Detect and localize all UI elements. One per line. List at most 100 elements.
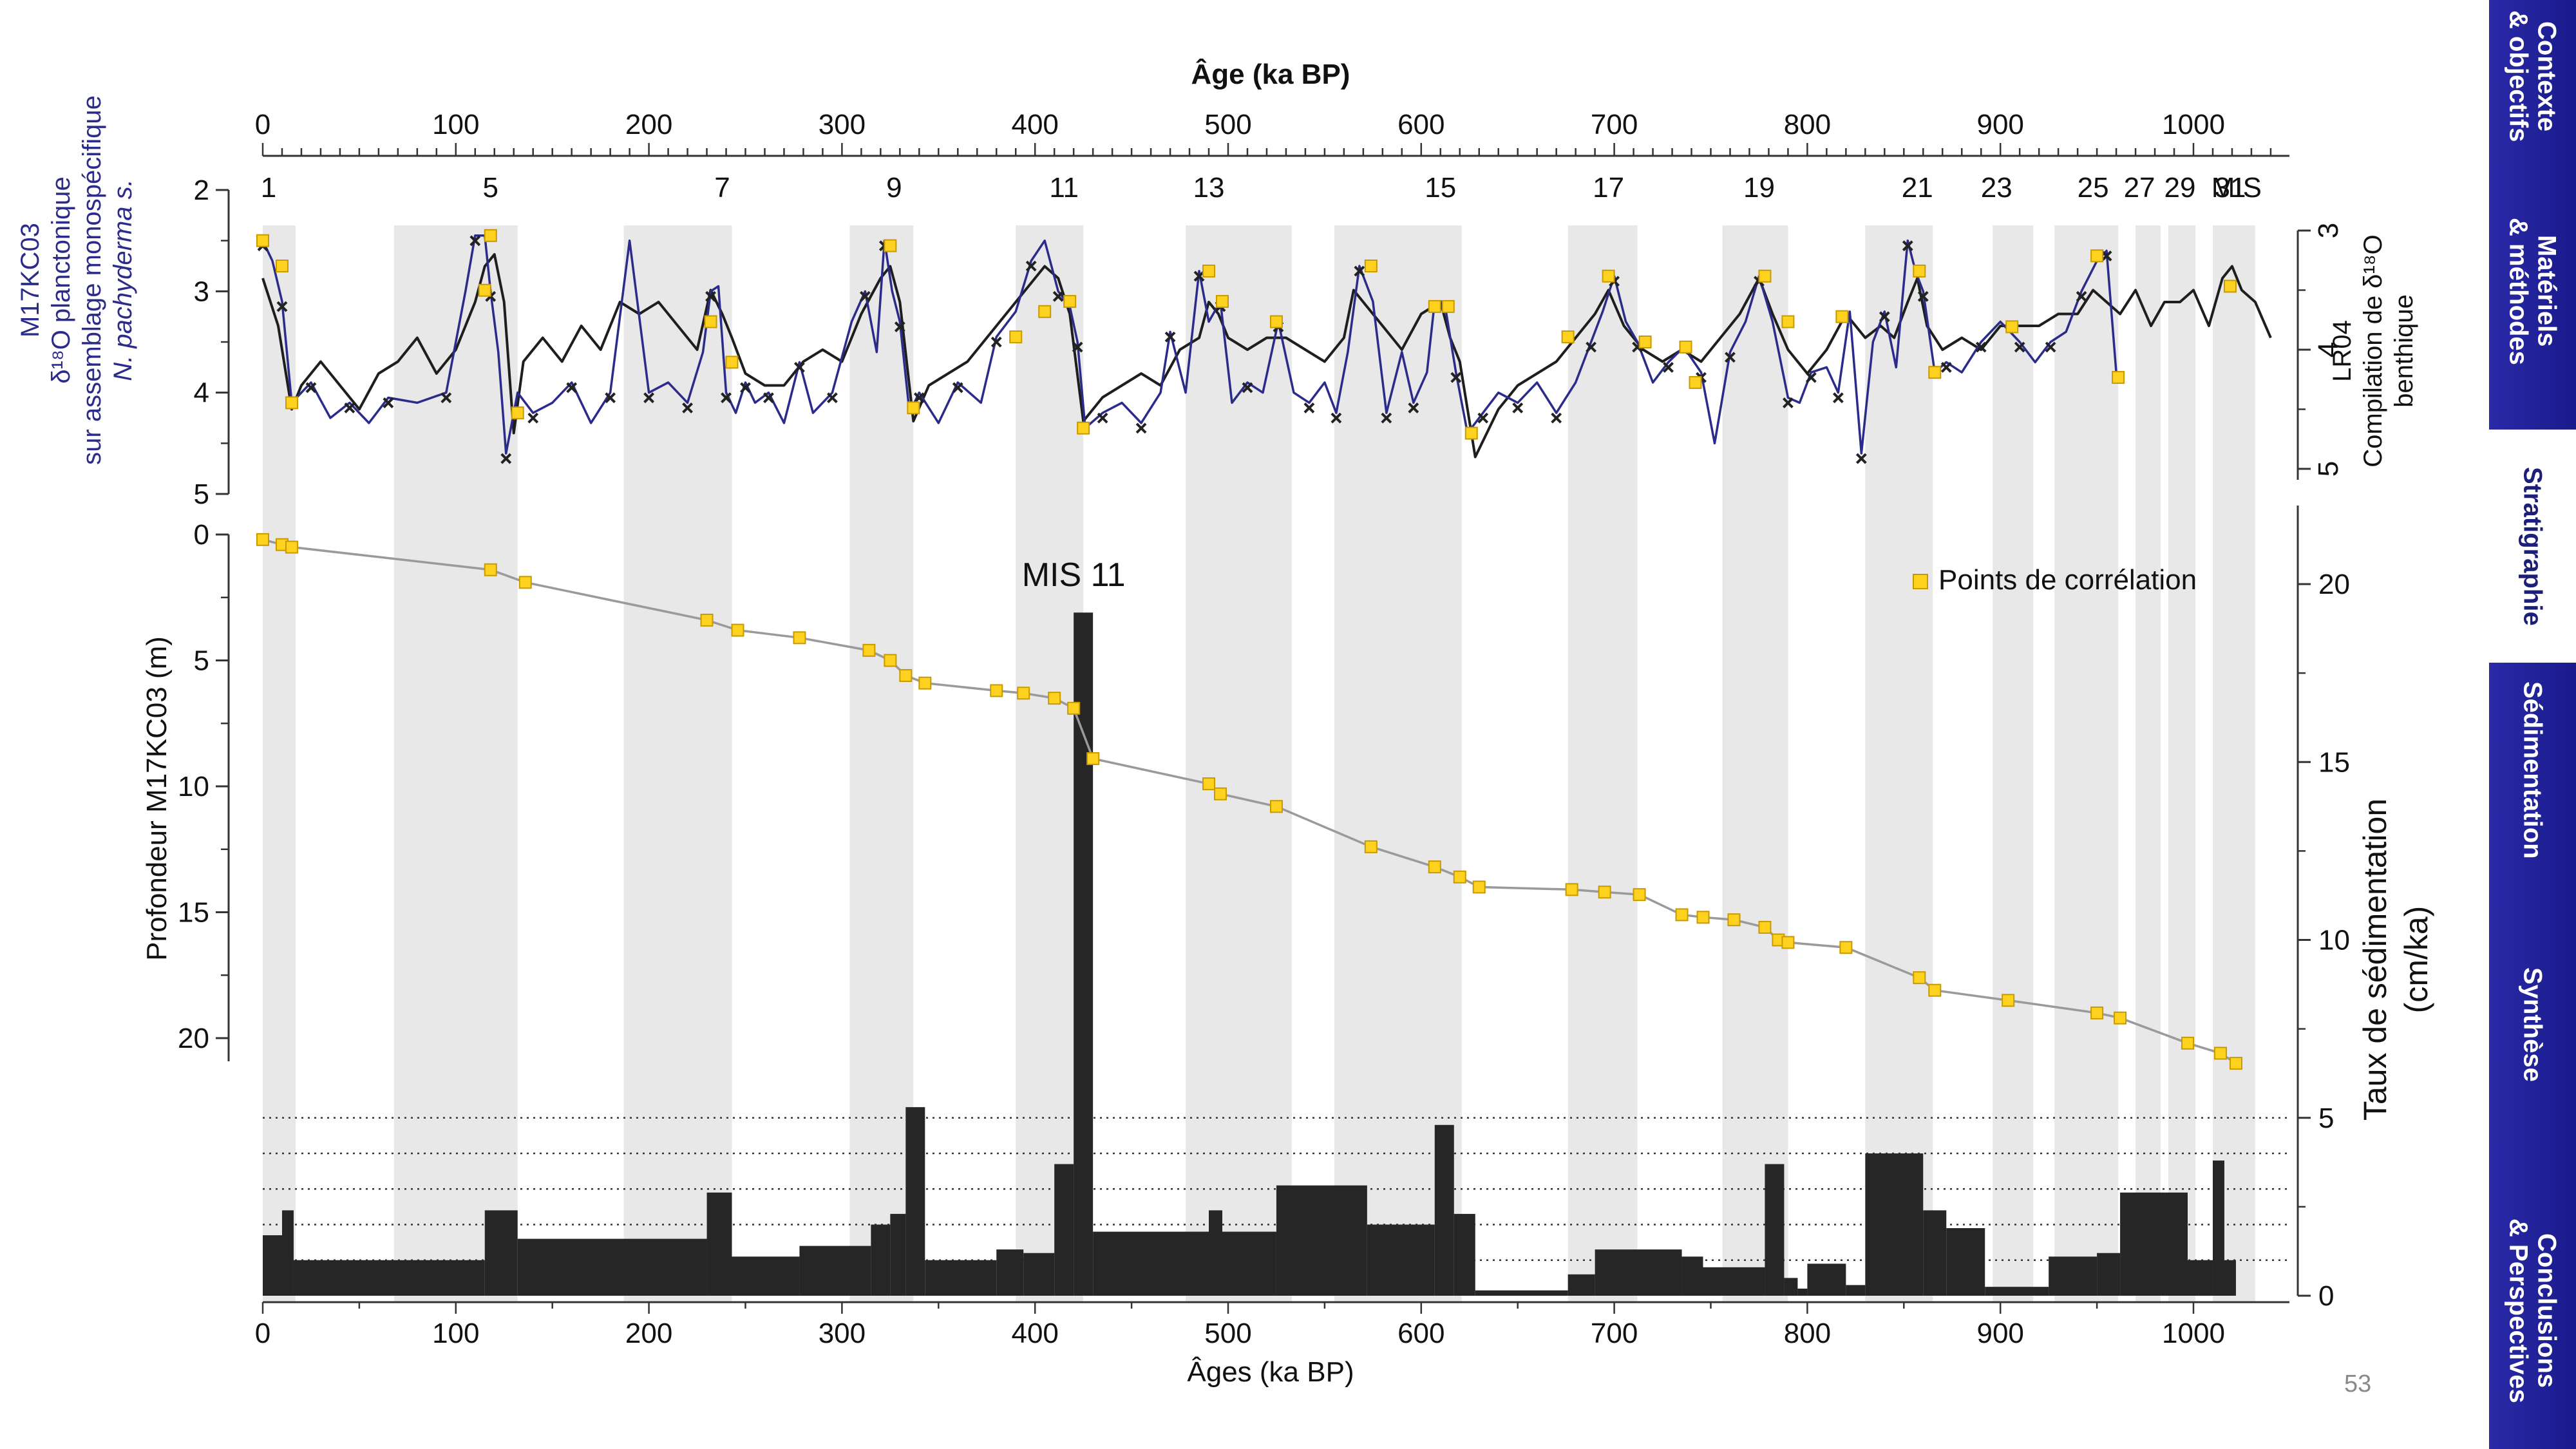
sed-rate-bar [1475, 1290, 1568, 1296]
nav-item-label: Stratigraphie [2518, 466, 2547, 626]
sample-x-marker [643, 392, 655, 404]
depth-tie-point [1633, 888, 1646, 902]
sed-rate-bar [1703, 1267, 1765, 1296]
bottom-axis-title: Âges (ka BP) [1187, 1356, 1354, 1388]
sample-x-marker [763, 392, 774, 404]
sed-rate-bar [2097, 1253, 2121, 1296]
sample-x-marker [2076, 290, 2087, 302]
d18o-tie-point [1077, 421, 1090, 435]
d18o-tie-point [1913, 264, 1926, 278]
d18o-tie-point [2090, 249, 2104, 263]
sed-rate-bar [996, 1249, 1024, 1296]
depth-tie-point [1928, 983, 1942, 997]
depth-tie-point [1675, 908, 1689, 922]
top-axis-tick-label: 700 [1591, 109, 1638, 140]
sed-rate-bar [890, 1213, 906, 1296]
depth-tie-point [1565, 883, 1578, 896]
sample-x-marker [1052, 290, 1064, 302]
sample-x-marker [913, 392, 925, 404]
d18o-tie-point [1428, 299, 1441, 313]
sample-x-marker [1902, 240, 1913, 252]
nav-item-synthese[interactable]: Synthèse [2489, 877, 2576, 1172]
d18o-left-title-line-4: N. pachyderma s. [109, 179, 137, 381]
interglacial-band [1186, 225, 1292, 1302]
d18o-right-title-line-2: Compilation de δ¹⁸O [2359, 234, 2387, 468]
sample-x-marker [740, 382, 751, 393]
d18o-tie-point [1928, 366, 1942, 379]
depth-tie-point [1453, 870, 1466, 884]
d18o-tie-point [1202, 264, 1216, 278]
d18o-tie-point [2005, 320, 2019, 334]
depth-tie-point [884, 654, 897, 667]
sample-x-marker [469, 235, 481, 247]
depth-tie-point [1727, 913, 1741, 927]
sample-x-marker [383, 397, 394, 408]
interglacial-bands [263, 225, 2255, 1302]
depth-tie-point [918, 676, 932, 690]
sed-rate-tick-label: 15 [2318, 746, 2350, 778]
sed-rate-bar [1797, 1288, 1808, 1296]
bottom-axis-tick-label: 300 [819, 1318, 866, 1349]
d18o-tie-point [1009, 330, 1023, 344]
d18o-tie-point [1269, 315, 1283, 328]
bottom-axis-tick-label: 600 [1397, 1318, 1444, 1349]
depth-tick-label: 5 [194, 645, 209, 677]
d18o-tie-point [1216, 295, 1229, 308]
mis-stage-label: 31 [2214, 172, 2246, 204]
interglacial-band [2212, 225, 2255, 1302]
sed-rate-tick-label: 20 [2318, 569, 2350, 600]
sample-x-marker [566, 382, 578, 393]
sample-x-marker [1805, 372, 1817, 383]
d18o-tie-point [1063, 295, 1077, 308]
nav-item-materiels[interactable]: Matériels & méthodes [2489, 153, 2576, 430]
d18o-tie-point [725, 355, 739, 369]
sample-x-marker [1725, 352, 1736, 363]
depth-tie-point [700, 613, 714, 627]
d18o-tie-point [275, 260, 289, 272]
sample-x-marker [500, 453, 512, 464]
d18o-tie-point [704, 315, 717, 328]
sed-rate-bar [1784, 1278, 1798, 1296]
sed-rate-bar [1846, 1285, 1866, 1296]
d18o-left-tick-label: 4 [194, 377, 209, 409]
sample-x-marker [721, 392, 732, 404]
nav-item-sedimentation[interactable]: Sédimentation [2489, 663, 2576, 877]
d18o-right-axis-title: LR04 Compilation de δ¹⁸O benthique [2328, 234, 2418, 468]
d18o-tie-point [1602, 269, 1615, 283]
bottom-axis-tick-label: 200 [625, 1318, 672, 1349]
d18o-left-title-line-2: δ¹⁸O planctonique [47, 176, 75, 384]
sed-rate-bar [1765, 1164, 1785, 1296]
nav-item-contexte[interactable]: Contexte & objectifs [2489, 0, 2576, 153]
sample-x-marker [276, 301, 288, 312]
interglacial-band [1334, 225, 1462, 1302]
interglacial-band [2054, 225, 2119, 1302]
d18o-tie-point [1679, 340, 1692, 354]
depth-tie-point [1598, 886, 1611, 899]
lr04-right-tick-label: 4 [2313, 342, 2344, 357]
mis-stage-label: 29 [2164, 172, 2196, 204]
interglacial-band [2168, 225, 2195, 1302]
sample-x-marker [1512, 402, 1524, 413]
depth-tie-point [899, 668, 913, 682]
top-axis-tick-label: 0 [255, 109, 270, 140]
bottom-axis-tick-label: 400 [1011, 1318, 1058, 1349]
sample-x-marker [2045, 341, 2056, 353]
sed-rate-bar [1023, 1253, 1055, 1296]
sed-rate-bar [1093, 1231, 1209, 1296]
top-axis-tick-label: 1000 [2162, 109, 2225, 140]
nav-item-conclusions[interactable]: Conclusions & Perspectives [2489, 1172, 2576, 1449]
d18o-tie-point [1638, 336, 1652, 348]
lr04-right-tick-label: 5 [2313, 461, 2344, 477]
d18o-tie-point [1364, 260, 1378, 272]
mis-stage-label: 1 [261, 172, 276, 204]
sample-x-marker [1879, 311, 1890, 323]
sed-rate-bar [1985, 1287, 2049, 1296]
sed-rate-bar [1054, 1164, 1074, 1296]
nav-item-label: Matériels & méthodes [2504, 217, 2561, 365]
nav-item-stratigraphie[interactable]: Stratigraphie [2489, 430, 2576, 663]
sed-rate-bar [293, 1260, 485, 1296]
d18o-tie-point [907, 401, 920, 415]
sample-x-marker [1450, 372, 1462, 383]
depth-axis-title: Profondeur M17KC03 (m) [141, 636, 173, 961]
depth-tie-point [1758, 920, 1772, 934]
